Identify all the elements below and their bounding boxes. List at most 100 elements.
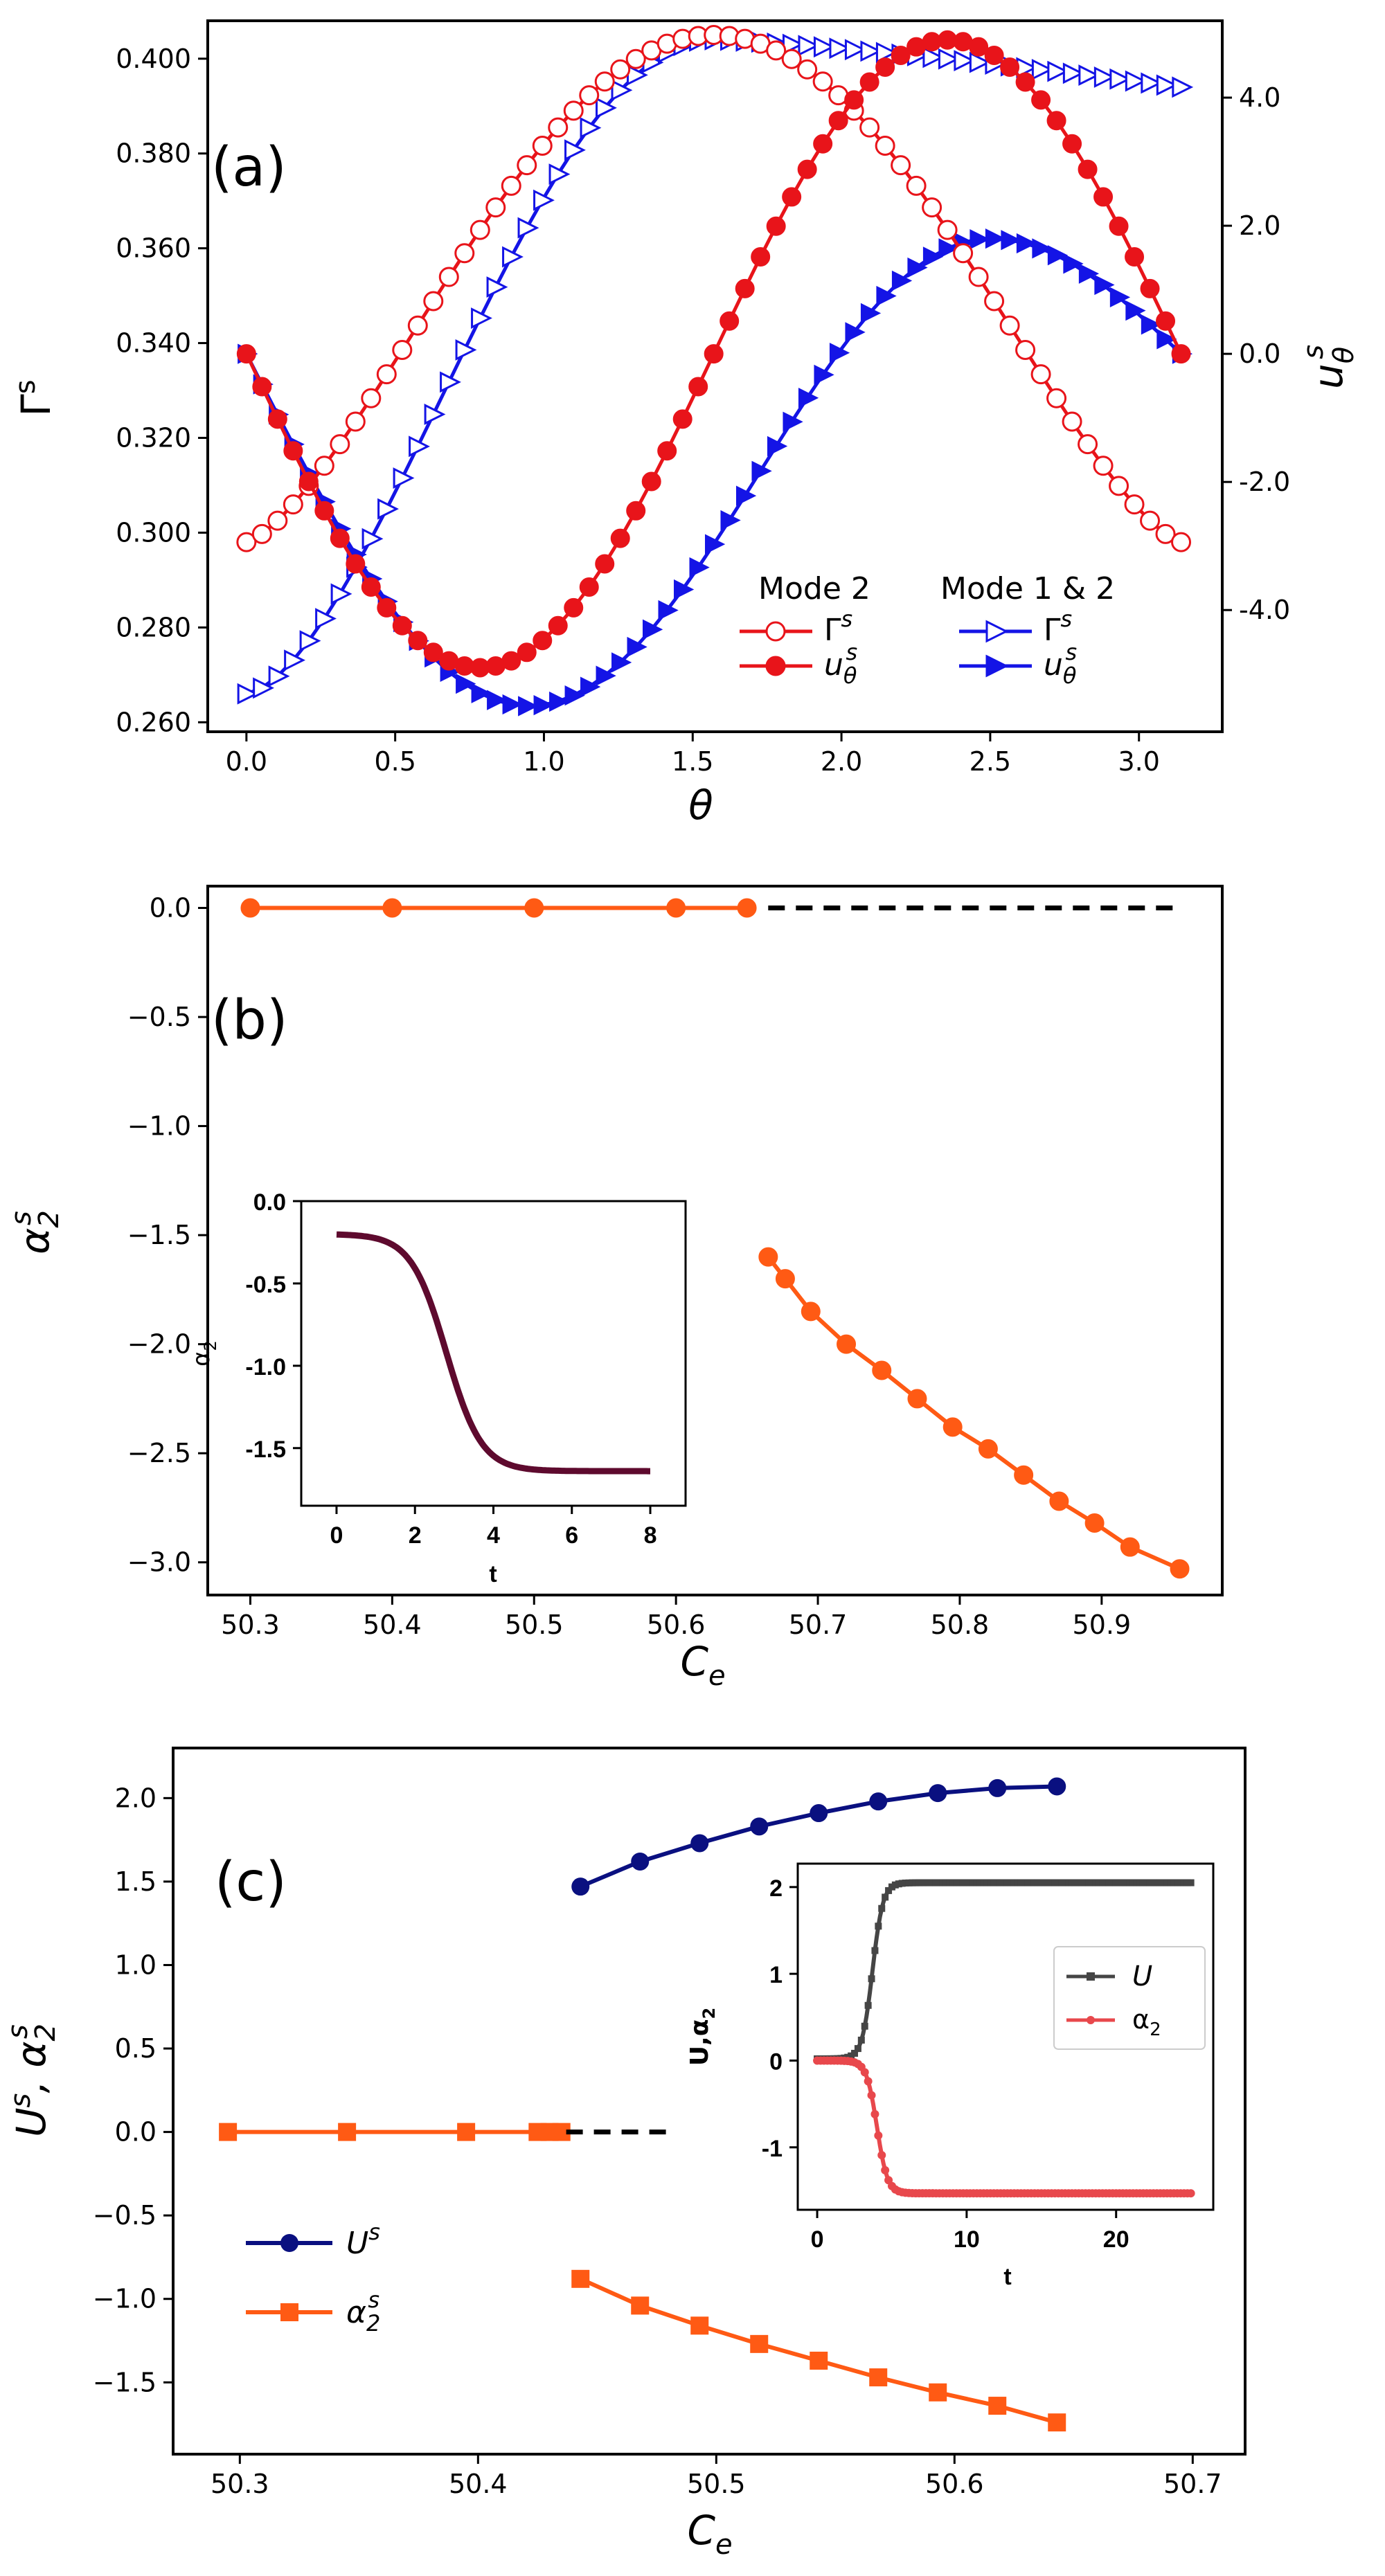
panel-c-inset-x-ticks: 0 10 20 [811, 2210, 1129, 2253]
panel-a-right-y-tick-label: 2.0 [1239, 210, 1280, 241]
panel-c-frame [172, 1747, 1246, 2456]
panel-b-y-sub: 2 [33, 1210, 65, 1227]
panel-a-point-gamma-mode2 [438, 267, 459, 287]
panel-a-point-u-mode12 [704, 534, 726, 555]
panel-b-y-tick-label: −2.5 [127, 1438, 191, 1468]
panel-a-point-u-mode12 [658, 600, 679, 621]
legend-c-alpha-sup: s [368, 2287, 379, 2313]
legend-c-alpha-sub: 2 [366, 2310, 380, 2336]
panel-a-point-u-mode12 [985, 228, 1006, 249]
legend-a-mode2-title: Mode 2 [758, 571, 870, 606]
panel-b-point [758, 1247, 778, 1267]
panel-c-point [869, 2368, 888, 2387]
panel-a-point-u-mode12 [798, 388, 819, 408]
panel-a-x-tick-label: 2.0 [821, 746, 862, 777]
panel-b-inset-x-label: t [489, 1561, 497, 1587]
inset-legend-alpha-label: α2 [1132, 2004, 1161, 2040]
legend-a-gamma2-label: Γs [824, 606, 852, 648]
panel-b-point [737, 898, 757, 918]
panel-a-point-gamma-mode12 [361, 528, 384, 550]
panel-c-inset-point [881, 2165, 890, 2174]
panel-a-point-u-mode2 [1171, 344, 1191, 364]
panel-a-point-u-mode2 [392, 615, 412, 636]
panel-a-point-u-mode2 [1156, 311, 1176, 331]
panel-a-point-gamma-mode2 [859, 117, 880, 138]
panel-c-inset-point [860, 2068, 869, 2077]
panel-b-x-tick-label: 50.6 [647, 1610, 706, 1640]
panel-c-inset-y-tick-label: -1 [762, 2136, 783, 2162]
panel-a-point-u-mode12 [970, 229, 990, 250]
panel-c-x-ticks: 50.3 50.4 50.5 50.6 50.7 [211, 2454, 1222, 2499]
legend-c-u-label: Us [346, 2219, 380, 2261]
inset-legend-alpha-marker [1087, 2016, 1095, 2024]
panel-c-inset-point [871, 1947, 879, 1954]
panel-b-point [382, 898, 402, 918]
panel-b-y-tick-label: −2.0 [127, 1329, 191, 1360]
panel-a-point-gamma-mode2 [283, 494, 303, 515]
panel-c-y-symbol-alpha: , α [8, 2042, 55, 2093]
legend-a-u2-sub: θ [843, 663, 857, 689]
panel-a-point-gamma-mode2 [454, 243, 475, 264]
panel-c-inset-point [877, 2151, 886, 2160]
panel-a-point-gamma-mode2 [797, 59, 818, 80]
panel-a-point-u-mode2 [797, 159, 817, 179]
panel-c-inset-legend-frame [1053, 1946, 1206, 2050]
panel-b-point [942, 1417, 963, 1437]
panel-a-point-u-mode12 [938, 238, 959, 259]
panel-a-point-gamma-mode12 [268, 665, 290, 687]
panel-c-point [810, 2351, 828, 2370]
legend-a-u2-marker [765, 656, 786, 676]
panel-a-point-u-mode2 [704, 344, 724, 364]
panel-a-right-y-tick-label: -2.0 [1239, 467, 1290, 497]
panel-b-point [1120, 1537, 1140, 1557]
panel-b-label: (b) [211, 989, 287, 1052]
panel-b-point [240, 898, 260, 918]
legend-a-gamma12-marker [985, 620, 1009, 643]
panel-c-x-axis-label: Ce [687, 2507, 732, 2561]
panel-a-line-gamma-mode2 [245, 33, 1182, 544]
panel-a-point-u-mode2 [298, 471, 319, 492]
panel-c-point [1048, 2413, 1066, 2432]
panel-a-point-gamma-mode2 [548, 117, 569, 138]
panel-a-point-u-mode2 [548, 615, 568, 636]
panel-a-point-u-mode2 [1093, 187, 1114, 207]
panel-a-point-u-mode2 [314, 501, 334, 521]
panel-a-point-u-mode2 [1000, 57, 1020, 77]
panel-a-point-gamma-mode2 [376, 364, 397, 385]
panel-a-point-u-mode2 [283, 441, 303, 461]
panel-b-y-axis-label: α2s [6, 1210, 65, 1254]
panel-a-point-gamma-mode2 [922, 197, 942, 218]
panel-a-left-y-tick-label: 0.400 [116, 44, 191, 74]
panel-a-y-axis-label-right: uθs [1298, 345, 1360, 389]
panel-a-point-gamma-mode2 [1015, 340, 1036, 361]
panel-a-x-tick-label: 1.0 [523, 746, 564, 777]
panel-a-point-u-mode12 [829, 343, 850, 363]
panel-a-point-gamma-mode12 [517, 217, 539, 239]
panel-a-point-u-mode2 [875, 57, 895, 77]
panel-c-inset: 0 10 20 210-1 t U,α2 U α2 [686, 1862, 1215, 2290]
panel-a-point-u-mode12 [456, 673, 476, 694]
panel-a-point-u-mode2 [408, 631, 428, 651]
panel-b-x-tick-label: 50.7 [789, 1610, 848, 1640]
inset-legend-alpha-sub: 2 [1150, 2019, 1161, 2040]
panel-b-inset-y-sub: 2 [201, 1340, 220, 1351]
panel-b-inset-series [335, 1231, 652, 1475]
panel-c-y-tick-label: −1.0 [93, 2284, 157, 2314]
panel-a-point-gamma-mode2 [392, 340, 413, 361]
panel-a-point-u-mode2 [751, 247, 771, 267]
legend-a-u12-label: uθs [1044, 639, 1077, 689]
panel-a-x-axis-label: θ [688, 782, 713, 829]
panel-a-series [236, 25, 1194, 717]
panel-a-x-tick-label: 1.5 [672, 746, 713, 777]
panel-a-point-gamma-mode12 [253, 677, 274, 699]
panel-a-point-gamma-mode2 [1171, 532, 1192, 552]
panel-a-point-gamma-mode2 [875, 135, 895, 156]
panel-c-legend: Us α2s [246, 2219, 380, 2336]
panel-a-point-gamma-mode2 [1155, 523, 1176, 544]
u-sub: θ [1328, 347, 1360, 363]
panel-a-point-u-mode12 [643, 619, 663, 640]
panel-a-left-y-tick-label: 0.280 [116, 612, 191, 642]
panel-c-point [988, 1778, 1007, 1797]
panel-c-inset-y-tick-label: 0 [769, 2048, 783, 2075]
panel-a-point-gamma-mode12 [440, 371, 461, 393]
